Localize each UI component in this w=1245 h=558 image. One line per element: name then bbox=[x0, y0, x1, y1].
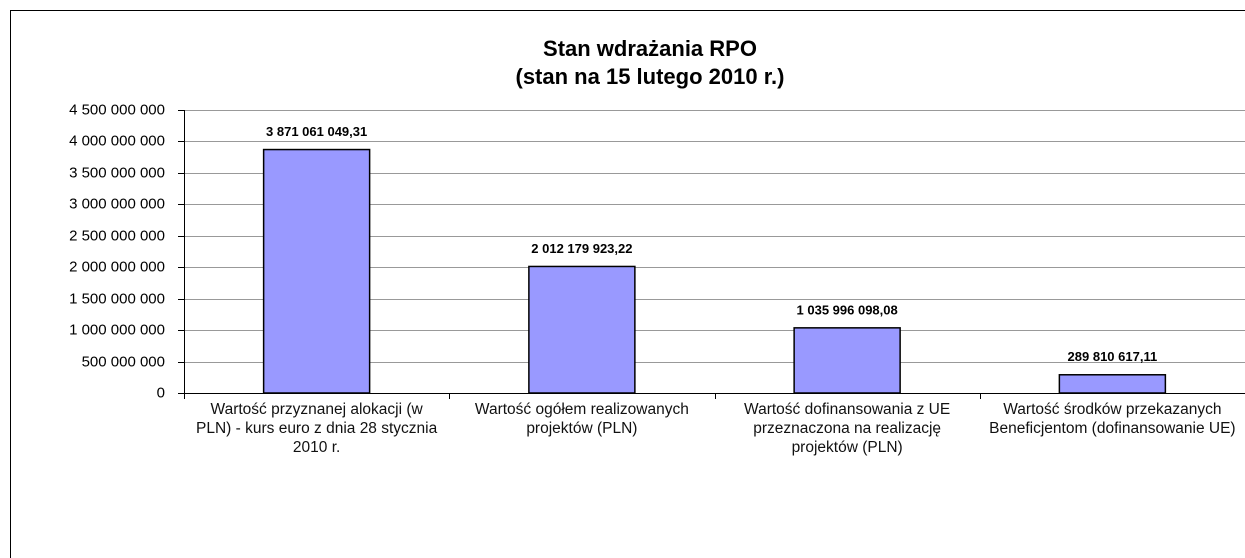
y-tick-label: 0 bbox=[157, 384, 165, 401]
x-tick-label: Wartość ogółem realizowanych projektów (… bbox=[474, 401, 689, 437]
x-tick-label: Wartość przyznanej alokacji (w PLN) - ku… bbox=[196, 401, 438, 456]
bar bbox=[1058, 374, 1167, 394]
y-tick-label: 4 000 000 000 bbox=[69, 132, 165, 149]
bar bbox=[528, 265, 636, 394]
y-tick-label: 1 500 000 000 bbox=[69, 290, 165, 307]
bar bbox=[262, 148, 371, 394]
x-tick-label: Wartość dofinansowania z UE przeznaczona… bbox=[744, 401, 951, 456]
y-tick-label: 3 500 000 000 bbox=[69, 164, 165, 181]
chart-title: Stan wdrażania RPO bbox=[543, 36, 757, 61]
y-tick-label: 1 000 000 000 bbox=[69, 321, 165, 338]
y-tick-label: 2 500 000 000 bbox=[69, 227, 165, 244]
data-label: 289 810 617,11 bbox=[1068, 349, 1158, 364]
data-label: 3 871 061 049,31 bbox=[266, 124, 367, 139]
y-tick-label: 4 500 000 000 bbox=[69, 101, 165, 118]
y-tick-label: 3 000 000 000 bbox=[69, 195, 165, 212]
bar bbox=[793, 327, 901, 394]
chart-subtitle: (stan na 15 lutego 2010 r.) bbox=[516, 64, 785, 89]
y-tick-label: 2 000 000 000 bbox=[69, 258, 165, 275]
x-tick-label: Wartość środków przekazanych Beneficjent… bbox=[989, 401, 1236, 437]
y-tick-label: 500 000 000 bbox=[82, 353, 165, 370]
data-label: 1 035 996 098,08 bbox=[797, 302, 898, 317]
data-label: 2 012 179 923,22 bbox=[531, 241, 632, 256]
